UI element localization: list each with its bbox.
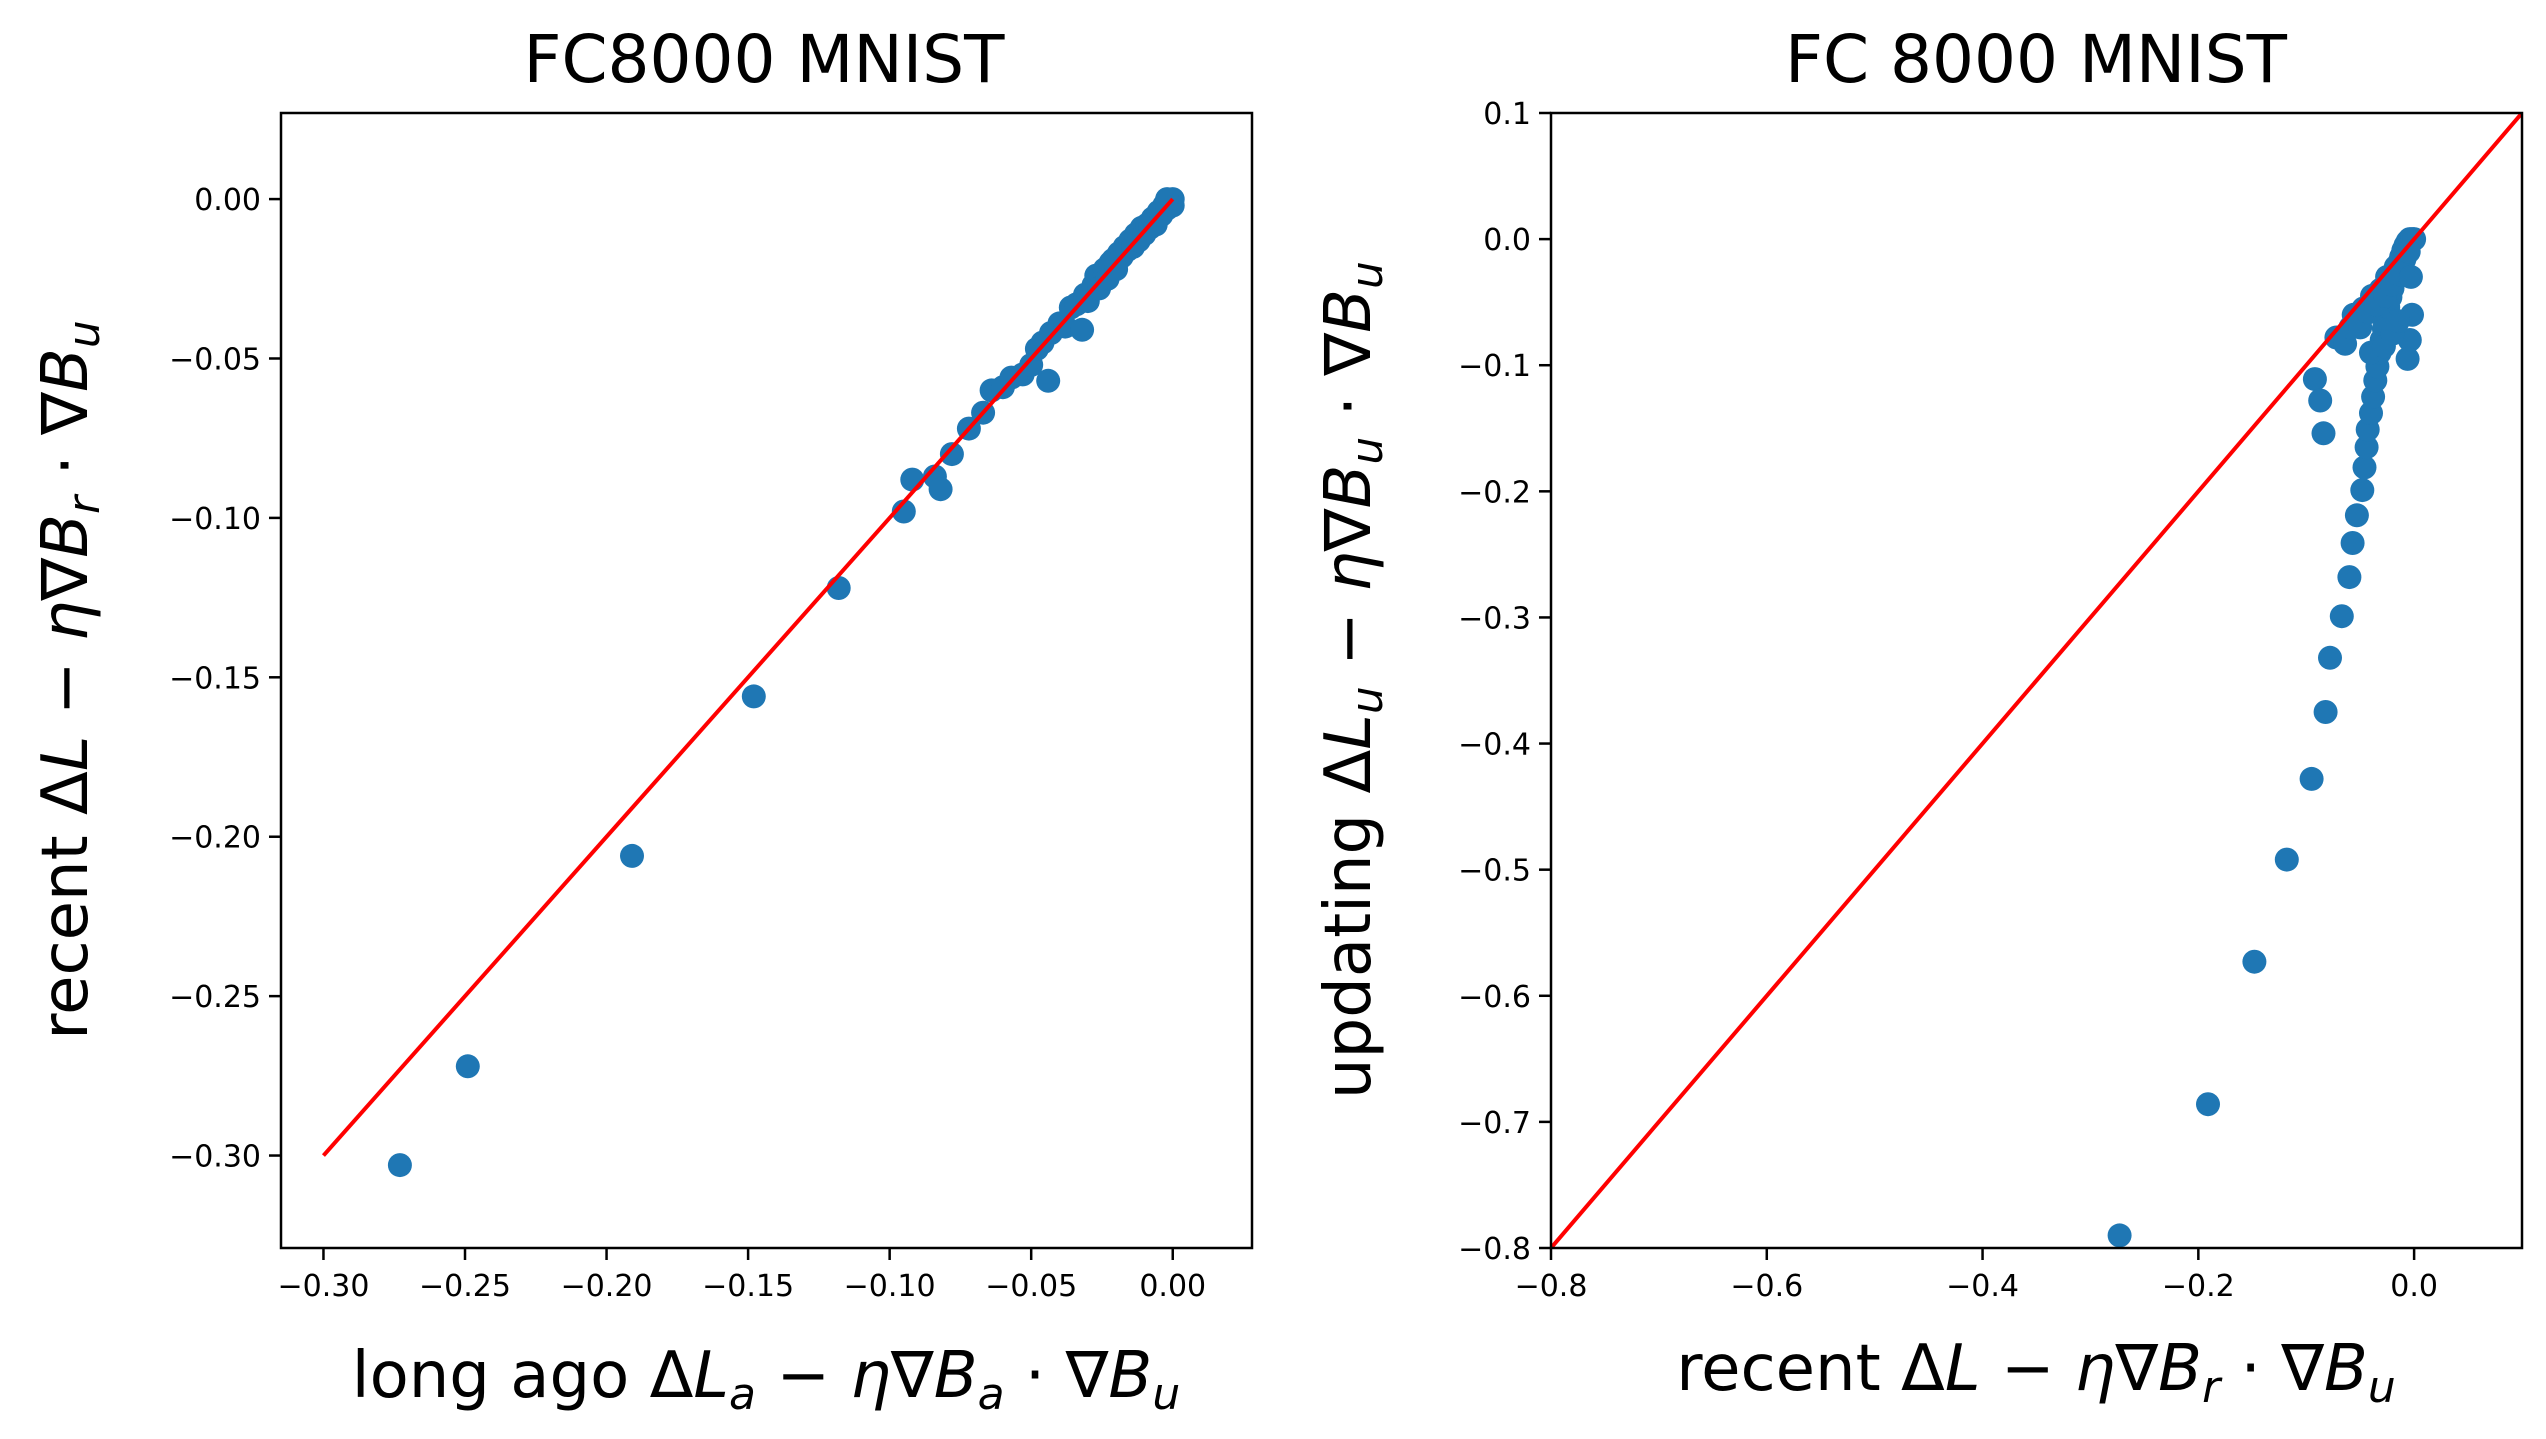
right-chart-point [2242,949,2267,974]
right-chart-y-axis-label: updating ΔLu − η∇Bu · ∇Bu [1312,261,1393,1099]
left-chart-x-ticks: −0.30 −0.25 −0.20 −0.15 −0.10 −0.05 0.00 [277,1248,1206,1304]
right-chart-point [2396,239,2421,264]
left-chart-y-tick-label: 0.00 [194,183,261,218]
right-chart-point [2352,455,2377,480]
left-chart-x-tick-label: −0.25 [419,1269,511,1304]
left-chart-point [741,684,766,709]
right-chart-frame [1549,111,2524,1250]
left-chart-point [826,576,851,600]
left-chart-point [1036,368,1061,393]
left-chart-y-tick-label: −0.05 [169,342,261,377]
right-chart-point [2299,766,2324,791]
left-chart-y-ticks: 0.00 −0.05 −0.10 −0.15 −0.20 −0.25 −0.30 [169,183,281,1175]
right-chart-x-axis-label: recent ΔL − η∇Br · ∇Bu [1676,1332,2396,1413]
right-chart-x-tick-label: −0.6 [1730,1269,1803,1304]
right-chart-point [2196,1092,2220,1117]
right-chart-point [2311,421,2336,446]
right-chart-x-tick-label: −0.4 [1946,1269,2019,1304]
right-chart: FC 8000 MNIST −0.8 −0.6 −0.4 −0.2 0.0 0.1 0.0… [1312,21,2524,1413]
right-chart-y-tick-label: −0.3 [1458,601,1531,636]
left-chart-title: FC8000 MNIST [524,21,1006,98]
right-chart-point [2107,1223,2132,1248]
right-chart-y-tick-label: 0.0 [1483,223,1531,258]
right-chart-x-tick-label: 0.0 [2390,1269,2438,1304]
right-chart-point [2398,264,2423,289]
left-chart-point [900,467,925,492]
right-chart-point [2385,309,2410,334]
left-chart-x-tick-label: 0.00 [1139,1269,1206,1304]
left-chart-y-tick-label: −0.10 [169,502,261,537]
left-chart-point [620,843,644,868]
right-chart-x-ticks: −0.8 −0.6 −0.4 −0.2 0.0 [1515,1248,2438,1304]
right-chart-point [2313,700,2338,724]
left-chart-point [928,477,953,502]
right-chart-point [2340,531,2365,555]
left-chart-x-tick-label: −0.30 [277,1269,369,1304]
right-chart-point [2395,346,2420,371]
left-chart-reference-line [321,197,1175,1157]
right-chart-point [2337,565,2362,590]
left-chart-x-axis-label: long ago ΔLa − η∇Ba · ∇Bu [352,1339,1180,1420]
left-chart-y-tick-label: −0.15 [169,661,261,696]
left-chart-y-tick-label: −0.30 [169,1140,261,1175]
right-chart-y-tick-label: −0.5 [1458,854,1531,889]
left-chart-y-axis-label: recent ΔL − η∇Br · ∇Bu [29,320,110,1040]
left-chart-x-tick-label: −0.05 [985,1269,1077,1304]
left-chart-x-tick-label: −0.20 [561,1269,653,1304]
right-chart-point [2318,645,2342,670]
right-chart-y-tick-label: −0.1 [1458,349,1531,384]
right-chart-y-tick-label: −0.8 [1458,1232,1531,1267]
left-chart-x-tick-label: −0.10 [844,1269,936,1304]
right-chart-y-tick-label: −0.2 [1458,475,1531,510]
right-chart-y-tick-label: −0.4 [1458,728,1531,763]
left-chart-x-tick-label: −0.15 [702,1269,794,1304]
left-chart-y-tick-label: −0.25 [169,980,261,1015]
right-chart-y-tick-label: 0.1 [1483,97,1531,132]
right-chart-point [2329,604,2354,629]
right-chart-point [2350,478,2375,503]
right-chart-x-tick-label: −0.8 [1515,1269,1588,1304]
right-chart-point [2308,388,2333,413]
right-chart-point [2354,435,2379,460]
right-chart-point [2274,847,2299,872]
right-chart-y-tick-label: −0.6 [1458,980,1531,1015]
left-chart-point [939,442,964,467]
left-chart: FC8000 MNIST −0.30 −0.25 −0.20 −0.15 −0.10 −0… [29,21,1254,1420]
right-chart-x-tick-label: −0.2 [2162,1269,2235,1304]
left-chart-plot-area [321,187,1185,1178]
left-chart-frame [279,111,1254,1250]
right-chart-plot-area [1551,113,2522,1248]
left-chart-point [1070,317,1095,342]
right-chart-y-tick-label: −0.7 [1458,1106,1531,1141]
right-chart-reference-line [1551,113,2522,1248]
left-chart-point [387,1153,412,1178]
right-chart-title: FC 8000 MNIST [1785,21,2288,98]
right-chart-y-ticks: 0.1 0.0 −0.1 −0.2 −0.3 −0.4 −0.5 −0.6 −0.7 −0.8 [1458,97,1551,1267]
left-chart-point [891,499,916,524]
right-chart-point [2344,503,2369,528]
left-chart-y-tick-label: −0.20 [169,821,261,856]
right-chart-point [2302,367,2327,392]
left-chart-point [455,1054,480,1079]
left-chart-point [1155,187,1180,212]
